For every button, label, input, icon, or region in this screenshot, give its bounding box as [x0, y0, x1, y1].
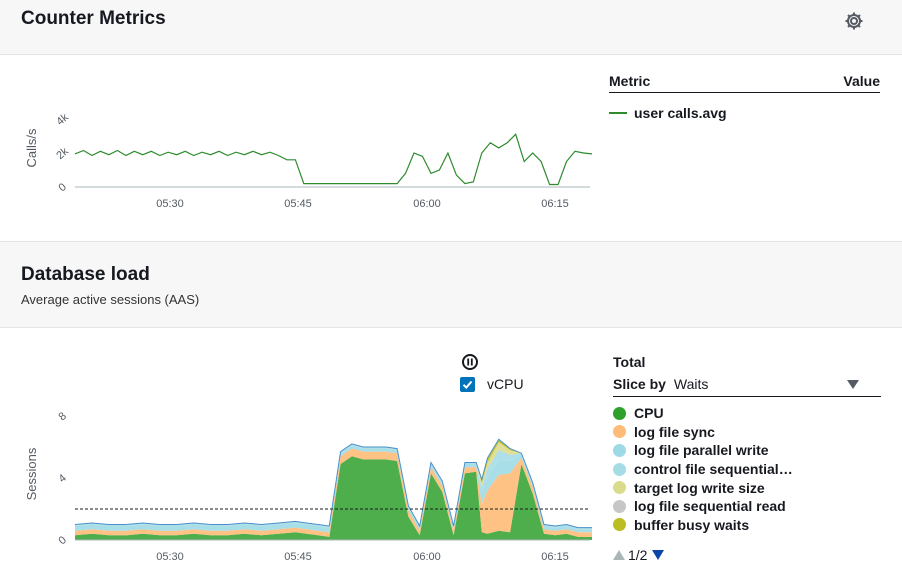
waits-legend-list: CPU log file sync log file parallel write c…: [613, 404, 881, 536]
slice-by-label: Slice by: [613, 376, 666, 392]
x-tick-label: 06:00: [413, 551, 441, 563]
x-tick-label: 05:30: [156, 551, 184, 563]
legend-item[interactable]: control file sequential…: [613, 460, 881, 479]
legend-item[interactable]: target log write size: [613, 478, 881, 497]
area-log-file-parallel-write: [75, 445, 592, 533]
database-load-title: Database load: [21, 264, 150, 285]
counter-metrics-chart: 05:30 05:45 06:00 06:15 0 2k 4k Calls/s: [24, 111, 593, 210]
y-axis-label: Sessions: [24, 447, 39, 500]
legend-dot-icon: [613, 481, 626, 495]
pause-icon[interactable]: [462, 354, 478, 370]
counter-metrics-legend: Metric Value user calls.avg: [609, 73, 880, 121]
vcpu-label: vCPU: [487, 376, 524, 392]
legend-item[interactable]: log file sequential read: [613, 497, 881, 516]
legend-dot-icon: [613, 425, 626, 439]
y-tick-label: 4k: [54, 111, 71, 128]
legend-item[interactable]: buffer busy waits: [613, 516, 881, 535]
legend-item[interactable]: CPU: [613, 404, 881, 423]
slice-by-select[interactable]: Waits: [674, 376, 867, 392]
y-tick-label: 0: [56, 534, 68, 547]
legend-item-label: buffer busy waits: [634, 516, 750, 533]
legend-item-label: user calls.avg: [634, 105, 727, 121]
legend-item-label: log file sequential read: [634, 498, 786, 515]
vcpu-toggle[interactable]: vCPU: [460, 376, 524, 392]
x-tick-label: 06:15: [541, 551, 569, 563]
legend-header: Metric Value: [609, 73, 880, 93]
x-tick-label: 06:15: [541, 198, 569, 210]
slice-by-value: Waits: [673, 376, 709, 392]
y-tick-label: 4: [56, 472, 68, 485]
counter-metrics-header: Counter Metrics: [0, 0, 902, 55]
legend-dot-icon: [613, 518, 626, 532]
legend-total-label: Total: [613, 354, 646, 370]
legend-item-label: log file sync: [634, 423, 715, 440]
page-up-icon[interactable]: [613, 550, 625, 560]
slice-by-row: Slice by Waits: [613, 376, 881, 397]
waits-legend: Total Slice by Waits CPU log file sync log…: [613, 354, 881, 536]
series-line-user-calls: [74, 133, 593, 186]
x-tick-label: 05:45: [284, 551, 312, 563]
x-tick-label: 05:30: [156, 198, 184, 210]
legend-dot-icon: [613, 462, 626, 476]
page-indicator: 1/2: [628, 547, 648, 563]
page-down-icon[interactable]: [652, 550, 665, 560]
legend-item-label: control file sequential…: [634, 461, 793, 478]
legend-pager: 1/2: [613, 547, 665, 563]
legend-item[interactable]: Other: [613, 534, 881, 536]
legend-dot-icon: [613, 406, 626, 420]
legend-col-metric: Metric: [609, 73, 651, 89]
legend-item-label: CPU: [634, 405, 664, 422]
legend-item[interactable]: log file parallel write: [613, 441, 881, 460]
counter-metrics-title: Counter Metrics: [21, 8, 166, 29]
y-tick-label: 0: [56, 181, 68, 194]
x-tick-label: 06:00: [413, 198, 441, 210]
legend-col-value: Value: [843, 73, 880, 89]
area-cpu: [75, 456, 592, 540]
vcpu-checkbox[interactable]: [460, 376, 475, 392]
y-axis-label: Calls/s: [24, 128, 39, 168]
x-tick-label: 05:45: [284, 198, 312, 210]
database-load-chart: 05:30 05:45 06:00 06:15 0 4 8 Sessions: [24, 410, 592, 563]
legend-item-label: log file parallel write: [634, 442, 769, 459]
legend-dot-icon: [613, 443, 626, 457]
legend-item-label: Other: [634, 535, 671, 536]
legend-item[interactable]: log file sync: [613, 423, 881, 442]
total-outline: [74, 438, 592, 529]
legend-item-user-calls[interactable]: user calls.avg: [609, 105, 880, 121]
y-tick-label: 2k: [54, 145, 71, 162]
gear-icon[interactable]: [844, 11, 864, 31]
caret-down-icon: [846, 379, 859, 389]
series-line-swatch: [609, 112, 627, 114]
database-load-header: Database load Average active sessions (A…: [0, 241, 902, 328]
legend-dot-icon: [613, 499, 626, 513]
legend-item-label: target log write size: [634, 479, 765, 496]
database-load-subtitle: Average active sessions (AAS): [21, 292, 200, 307]
y-tick-label: 8: [56, 410, 68, 423]
check-icon: [462, 380, 473, 389]
area-log-file-sync: [75, 448, 592, 537]
